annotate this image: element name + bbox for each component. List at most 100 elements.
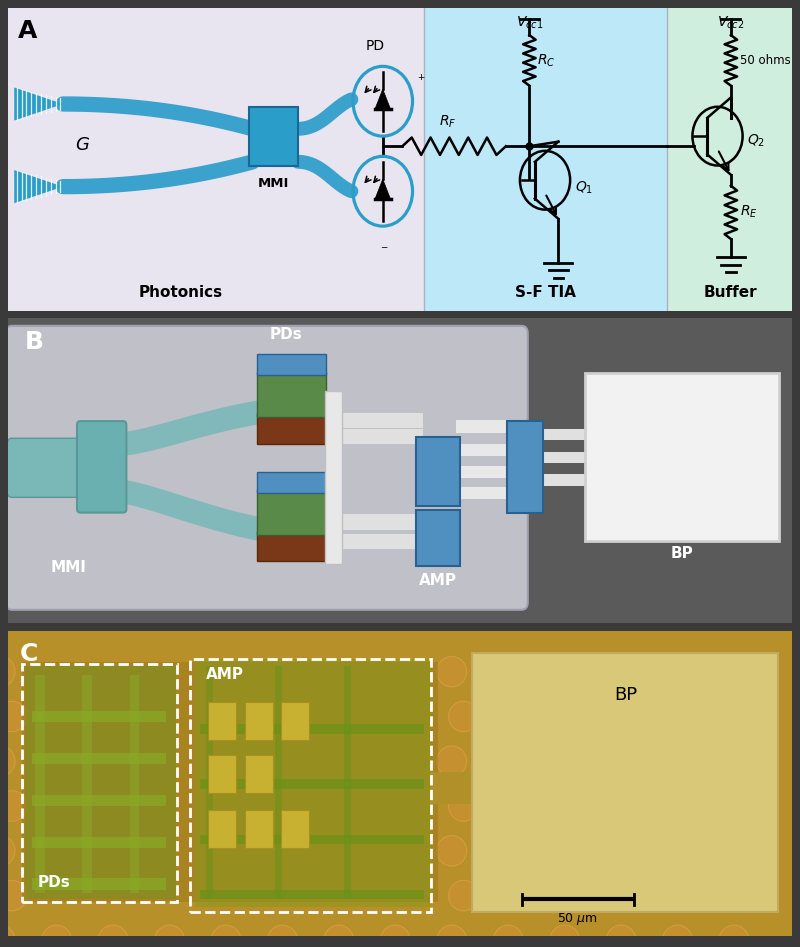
Text: AMP: AMP [418, 573, 457, 588]
Ellipse shape [449, 881, 478, 911]
Polygon shape [375, 89, 390, 109]
Bar [26, 666, 176, 900]
Text: S-F TIA: S-F TIA [514, 285, 575, 299]
Ellipse shape [437, 656, 466, 687]
Ellipse shape [381, 925, 410, 947]
Bar [250, 107, 298, 166]
Text: $G$: $G$ [74, 136, 90, 154]
Text: $Q_1$: $Q_1$ [575, 179, 593, 196]
Bar [22, 664, 178, 902]
Polygon shape [14, 170, 63, 204]
FancyBboxPatch shape [416, 438, 459, 506]
Bar [281, 702, 309, 741]
Ellipse shape [0, 835, 15, 867]
Bar [325, 390, 342, 564]
Bar [35, 675, 45, 893]
Bar [31, 795, 166, 806]
Ellipse shape [437, 746, 466, 777]
Bar [539, 474, 590, 486]
Text: 50 $\mu$m: 50 $\mu$m [557, 911, 598, 927]
Bar [245, 755, 273, 793]
Text: $R_C$: $R_C$ [538, 53, 556, 69]
Ellipse shape [719, 746, 749, 777]
Text: 50 ohms: 50 ohms [740, 54, 791, 67]
Text: PD: PD [366, 39, 385, 53]
Ellipse shape [449, 701, 478, 732]
Ellipse shape [494, 656, 523, 687]
Ellipse shape [562, 791, 591, 821]
Bar [200, 779, 423, 789]
Ellipse shape [267, 925, 298, 947]
Text: C: C [20, 642, 38, 666]
Bar [31, 836, 166, 848]
Bar [430, 772, 478, 804]
FancyBboxPatch shape [77, 421, 126, 512]
FancyBboxPatch shape [7, 438, 91, 497]
Bar [281, 810, 309, 848]
Bar [341, 533, 422, 549]
Bar [423, 8, 666, 311]
Ellipse shape [606, 746, 636, 777]
Bar [82, 675, 92, 893]
Bar [31, 711, 166, 723]
Ellipse shape [154, 925, 185, 947]
Ellipse shape [98, 925, 128, 947]
Ellipse shape [731, 701, 761, 732]
Bar [245, 702, 273, 741]
Bar [31, 879, 166, 890]
Bar [341, 413, 422, 428]
Text: A: A [18, 19, 37, 43]
Ellipse shape [562, 881, 591, 911]
Ellipse shape [0, 791, 27, 821]
Ellipse shape [719, 835, 749, 867]
Bar [539, 429, 590, 440]
Bar [31, 753, 166, 764]
Text: MMI: MMI [51, 561, 87, 576]
Ellipse shape [42, 925, 71, 947]
Bar [341, 429, 422, 444]
Ellipse shape [618, 701, 648, 732]
Bar [457, 466, 518, 478]
Bar [200, 834, 423, 844]
Bar [258, 414, 326, 444]
Bar [457, 487, 518, 499]
Bar [190, 659, 431, 912]
Ellipse shape [437, 835, 466, 867]
Ellipse shape [606, 925, 636, 947]
Bar [206, 666, 214, 900]
Text: B: B [26, 330, 44, 353]
Text: $Q_2$: $Q_2$ [747, 133, 766, 149]
Text: $V_{cc1}$: $V_{cc1}$ [516, 15, 543, 31]
Ellipse shape [211, 925, 241, 947]
Bar [343, 666, 351, 900]
Ellipse shape [494, 925, 523, 947]
Ellipse shape [505, 701, 535, 732]
Ellipse shape [494, 746, 523, 777]
Ellipse shape [0, 881, 27, 911]
Ellipse shape [505, 791, 535, 821]
FancyBboxPatch shape [416, 509, 459, 566]
Bar [130, 675, 139, 893]
Ellipse shape [550, 656, 579, 687]
Text: BP: BP [614, 686, 638, 704]
Ellipse shape [731, 791, 761, 821]
Bar [8, 8, 423, 311]
Ellipse shape [662, 656, 693, 687]
Ellipse shape [719, 925, 749, 947]
Bar [208, 702, 236, 741]
Bar [539, 452, 590, 463]
Bar [22, 662, 438, 902]
Ellipse shape [618, 881, 648, 911]
Text: BP: BP [671, 546, 694, 562]
Ellipse shape [550, 835, 579, 867]
Ellipse shape [0, 746, 15, 777]
Text: PDs: PDs [270, 327, 302, 342]
Ellipse shape [674, 881, 704, 911]
Ellipse shape [731, 881, 761, 911]
Ellipse shape [505, 881, 535, 911]
Bar [258, 489, 326, 534]
Bar [208, 755, 236, 793]
Bar [200, 724, 423, 734]
Ellipse shape [550, 746, 579, 777]
Bar [245, 810, 273, 848]
